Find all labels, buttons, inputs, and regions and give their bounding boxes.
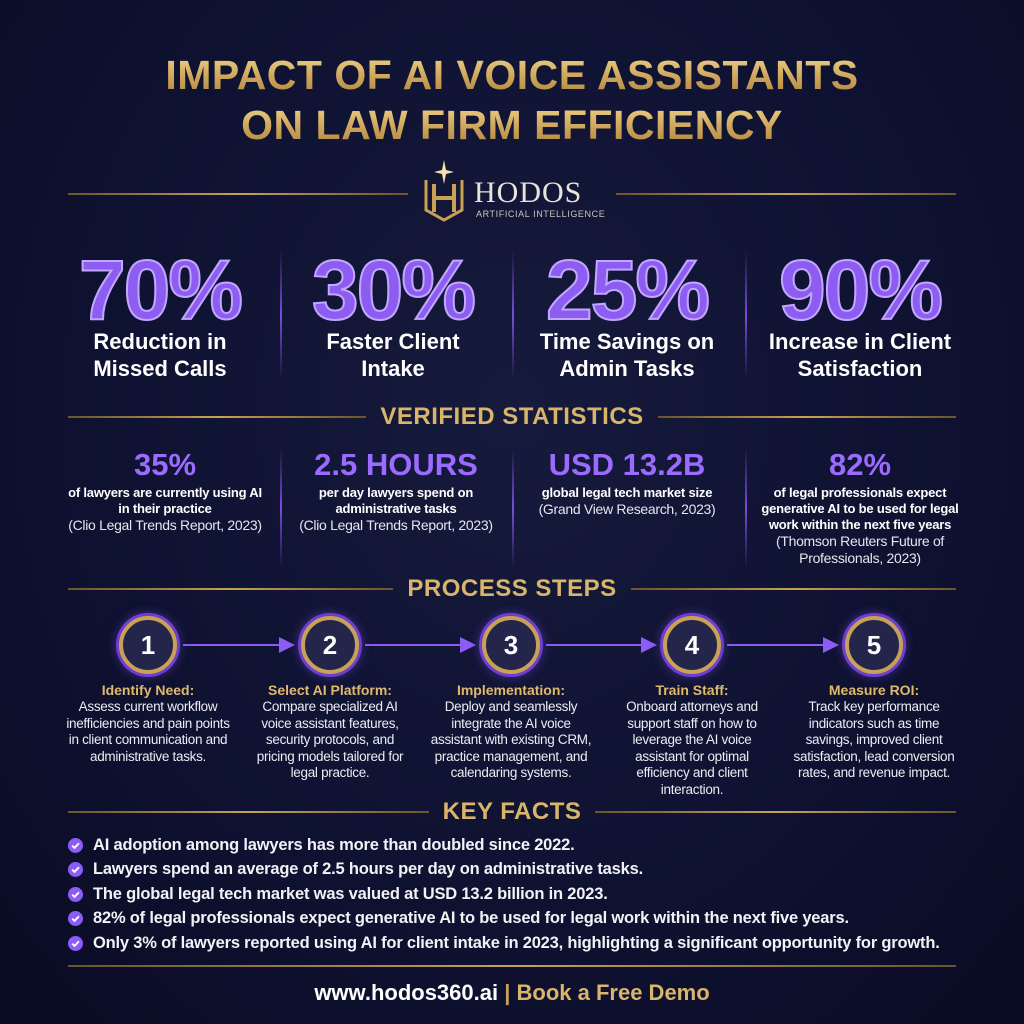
divider — [745, 250, 747, 380]
heading: VERIFIED STATISTICS — [380, 403, 644, 430]
divider — [512, 250, 514, 380]
divider — [68, 811, 429, 813]
stat-label: Increase in Client — [768, 329, 952, 354]
verified-value: USD 13.2B — [548, 447, 706, 482]
check-icon — [68, 837, 83, 853]
step-number: 3 — [482, 616, 540, 674]
verified-value: 2.5 HOURS — [314, 447, 478, 482]
heading: PROCESS STEPS — [407, 575, 617, 602]
logo-tagline: ARTIFICIAL INTELLIGENCE — [476, 209, 606, 219]
step-number: 4 — [663, 616, 721, 674]
step-title: Measure ROI: — [828, 682, 920, 698]
key-fact: 82% of legal professionals expect genera… — [68, 907, 968, 931]
step-title: Identify Need: — [101, 682, 195, 698]
stat-label: Admin Tasks — [559, 356, 695, 381]
verified-source: (Thomson Reuters Future of Professionals… — [775, 533, 945, 566]
divider — [280, 448, 282, 568]
verified-item: USD 13.2B global legal tech market size (G… — [532, 447, 722, 518]
key-fact-text: Lawyers spend an average of 2.5 hours pe… — [93, 860, 643, 878]
section-heading: PROCESS STEPS — [68, 575, 957, 603]
key-fact-text: AI adoption among lawyers has more than … — [93, 835, 575, 854]
step-description: Compare specialized AI voice assistant f… — [256, 699, 404, 780]
verified-description: of legal professionals expect generative… — [761, 485, 959, 532]
stat-value: 25% — [545, 243, 711, 337]
divider — [68, 416, 367, 418]
key-fact-text: Only 3% of lawyers reported using AI for… — [93, 933, 940, 952]
divider — [630, 588, 957, 590]
footer-url[interactable]: www.hodos360.ai — [314, 980, 499, 1005]
divider — [616, 193, 956, 195]
divider — [512, 448, 514, 568]
step-number: 5 — [845, 616, 903, 674]
step-title: Train Staff: — [655, 682, 729, 698]
key-fact: The global legal tech market was valued … — [68, 882, 968, 906]
divider — [68, 965, 956, 967]
key-fact: Lawyers spend an average of 2.5 hours pe… — [68, 858, 968, 882]
stat-label: Missed Calls — [93, 356, 227, 381]
title: IMPACT OF AI VOICE ASSISTANTS — [0, 52, 1024, 99]
key-fact-text: 82% of legal professionals expect genera… — [93, 909, 849, 927]
verified-description: per day lawyers spend on administrative … — [318, 485, 474, 516]
stat-label: Intake — [361, 356, 425, 381]
step-description: Onboard attorneys and support staff on h… — [626, 699, 758, 797]
divider — [280, 250, 282, 380]
stat-value: 70% — [78, 243, 244, 337]
stat-value: 90% — [778, 243, 944, 337]
step-number: 1 — [119, 616, 177, 674]
step-description: Track key performance indicators such as… — [793, 699, 955, 780]
check-icon — [68, 886, 83, 902]
verified-item: 82% of legal professionals expect generat… — [760, 447, 960, 567]
step-description: Assess current workflow inefficiencies a… — [66, 699, 230, 764]
title: ON LAW FIRM EFFICIENCY — [0, 102, 1024, 149]
section-heading: VERIFIED STATISTICS — [68, 403, 957, 431]
step-title: Implementation: — [456, 682, 566, 698]
verified-source: (Clio Legal Trends Report, 2023) — [299, 517, 493, 533]
stat-value: 30% — [311, 243, 477, 337]
divider — [68, 193, 408, 195]
section-heading: KEY FACTS — [68, 798, 956, 826]
stat-label: Satisfaction — [797, 356, 923, 381]
step-number: 2 — [301, 616, 359, 674]
heading: KEY FACTS — [442, 798, 582, 825]
check-icon — [68, 935, 83, 951]
stat-label: Faster Client — [326, 329, 460, 354]
footer: www.hodos360.ai | Book a Free Demo — [0, 980, 1024, 1006]
divider — [595, 811, 956, 813]
verified-value: 82% — [828, 447, 892, 482]
footer-cta[interactable]: Book a Free Demo — [516, 980, 710, 1005]
step-title: Select AI Platform: — [268, 682, 392, 698]
footer-separator: | — [504, 980, 511, 1005]
verified-source: (Clio Legal Trends Report, 2023) — [68, 517, 262, 533]
key-fact: AI adoption among lawyers has more than … — [68, 833, 968, 857]
verified-item: 2.5 HOURS per day lawyers spend on admini… — [291, 447, 501, 534]
check-icon — [68, 911, 83, 926]
divider — [68, 588, 394, 590]
verified-value: 35% — [133, 447, 197, 482]
divider — [745, 448, 747, 568]
verified-item: 35% of lawyers are currently using AI in … — [65, 447, 265, 534]
verified-description: of lawyers are currently using AI in the… — [68, 485, 262, 516]
check-icon — [68, 862, 83, 877]
stat-label: Reduction in — [93, 329, 227, 354]
step-description: Deploy and seamlessly integrate the AI v… — [430, 699, 592, 780]
key-fact: Only 3% of lawyers reported using AI for… — [68, 931, 968, 955]
step-arrows — [183, 637, 839, 653]
divider — [657, 416, 957, 418]
key-fact-text: The global legal tech market was valued … — [93, 884, 608, 903]
logo-name: HODOS — [474, 176, 583, 209]
logo-mark — [424, 160, 464, 222]
verified-source: (Grand View Research, 2023) — [538, 501, 716, 517]
verified-description: global legal tech market size — [541, 485, 713, 500]
stat-label: Time Savings on — [539, 329, 715, 354]
